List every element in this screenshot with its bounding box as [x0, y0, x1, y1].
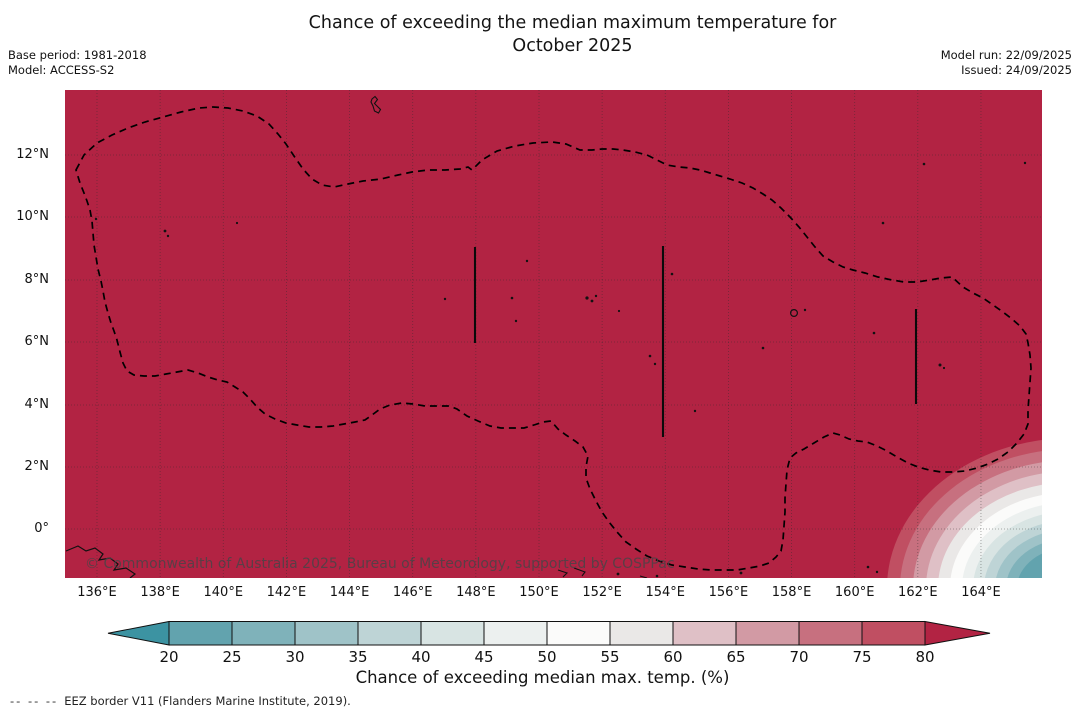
- model-run-text: Model run: 22/09/2025: [940, 48, 1072, 62]
- guam-outline: [370, 95, 382, 114]
- y-tick-label: 6°N: [24, 334, 50, 349]
- x-tick-label: 138°E: [140, 585, 180, 600]
- pohnpei-atoll-ring: [789, 309, 798, 318]
- map-attribution: © Commonwealth of Australia 2025, Bureau…: [85, 556, 675, 572]
- colorbar-tick-label: 70: [789, 648, 809, 666]
- colorbar-tick-label: 45: [474, 648, 494, 666]
- x-tick-label: 144°E: [329, 585, 370, 600]
- eez-dashed-border: [75, 106, 1032, 571]
- colorbar-tick-label: 75: [852, 648, 872, 666]
- x-tick-label: 146°E: [392, 585, 433, 600]
- y-axis-labels: 12°N 10°N 8°N 6°N 4°N 2°N 0°: [0, 0, 57, 600]
- x-tick-label: 158°E: [771, 585, 812, 600]
- colorbar-tick-label: 25: [222, 648, 242, 666]
- x-tick-label: 152°E: [582, 585, 622, 600]
- colorbar-tick-labels: 20 25 30 35 40 45 50 55 60 65 70 75 80: [0, 648, 1085, 666]
- eez-footnote-text: EEZ border V11 (Flanders Marine Institut…: [64, 694, 351, 708]
- colorbar-band: [798, 621, 863, 646]
- title-line-2: October 2025: [512, 36, 633, 56]
- colorbar-band: [357, 621, 422, 646]
- x-tick-label: 160°E: [834, 585, 875, 600]
- colorbar-band: [546, 621, 611, 646]
- meta-right: Model run: 22/09/2025 Issued: 24/09/2025: [941, 48, 1072, 78]
- colorbar-tick-label: 50: [537, 648, 557, 666]
- colorbar-band: [231, 621, 296, 646]
- island-marks: [65, 95, 1027, 578]
- title-line-1: Chance of exceeding the median maximum t…: [308, 13, 837, 33]
- colorbar-tick-label: 35: [348, 648, 368, 666]
- colorbar-over-arrow: [924, 620, 991, 646]
- colorbar: [107, 620, 991, 646]
- y-tick-label: 8°N: [24, 272, 50, 287]
- x-tick-label: 148°E: [456, 585, 496, 600]
- x-axis-labels: 136°E 138°E 140°E 142°E 144°E 146°E 148°E 150°E…: [0, 585, 1085, 603]
- meta-left: Base period: 1981-2018 Model: ACCESS-S2: [8, 48, 147, 78]
- y-tick-label: 10°N: [16, 209, 49, 224]
- colorbar-label: Chance of exceeding median max. temp. (%…: [355, 668, 730, 687]
- x-tick-label: 162°E: [898, 585, 938, 600]
- colorbar-tick-label: 55: [600, 648, 620, 666]
- colorbar-tick-label: 40: [411, 648, 431, 666]
- colorbar-band: [672, 621, 737, 646]
- issued-text: Issued: 24/09/2025: [961, 63, 1072, 77]
- base-period-text: Base period: 1981-2018: [8, 48, 147, 62]
- eez-footnote: -- -- -- EEZ border V11 (Flanders Marine …: [10, 694, 351, 708]
- colorbar-under-arrow: [107, 620, 170, 646]
- colorbar-tick-label: 80: [915, 648, 935, 666]
- colorbar-band: [294, 621, 359, 646]
- eez-straight-segments: [473, 246, 918, 437]
- map-fill: [65, 90, 1042, 578]
- colorbar-band: [735, 621, 800, 646]
- y-tick-label: 12°N: [16, 147, 49, 162]
- x-tick-label: 150°E: [519, 585, 559, 600]
- bismarck-coastline: [557, 567, 648, 578]
- contour-band: [1018, 553, 1042, 578]
- new-guinea-coastline: [65, 545, 137, 578]
- colorbar-tick-label: 30: [285, 648, 305, 666]
- y-tick-label: 2°N: [24, 459, 50, 474]
- y-tick-label: 4°N: [24, 397, 50, 412]
- y-tick-label: 0°: [34, 521, 49, 536]
- colorbar-tick-label: 20: [159, 648, 179, 666]
- page-title: Chance of exceeding the median maximum t…: [30, 12, 1085, 58]
- colorbar-band: [609, 621, 674, 646]
- x-tick-label: 164°E: [961, 585, 1001, 600]
- colorbar-tick-label: 65: [726, 648, 746, 666]
- map-panel: © Commonwealth of Australia 2025, Bureau…: [65, 90, 1042, 578]
- x-tick-label: 154°E: [645, 585, 686, 600]
- low-chance-contour-blob: [887, 440, 1042, 578]
- colorbar-band: [861, 621, 926, 646]
- colorbar-band: [168, 621, 233, 646]
- x-tick-label: 136°E: [77, 585, 117, 600]
- model-text: Model: ACCESS-S2: [8, 63, 115, 77]
- colorbar-tick-label: 60: [663, 648, 683, 666]
- x-tick-label: 142°E: [266, 585, 307, 600]
- x-tick-label: 140°E: [203, 585, 244, 600]
- map-canvas: [65, 90, 1042, 578]
- x-tick-label: 156°E: [708, 585, 749, 600]
- colorbar-band: [483, 621, 548, 646]
- colorbar-band: [420, 621, 485, 646]
- eez-dash-symbol: -- -- --: [10, 694, 59, 708]
